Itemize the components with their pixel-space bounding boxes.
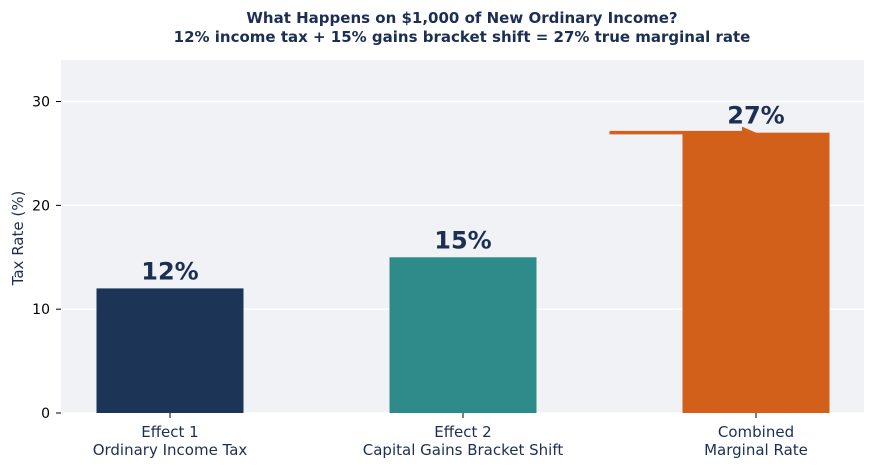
x-tick-label: Capital Gains Bracket Shift — [363, 441, 564, 459]
data-label: 12% — [141, 257, 198, 285]
annotation-arrow-head — [742, 126, 756, 139]
x-tick-label: Marginal Rate — [704, 441, 808, 459]
y-tick-label: 10 — [32, 302, 50, 318]
y-tick-label: 30 — [32, 95, 50, 111]
data-label: 15% — [434, 226, 491, 254]
x-tick-label: Effect 2 — [434, 423, 491, 441]
chart-title: What Happens on $1,000 of New Ordinary I… — [246, 9, 677, 27]
bar — [389, 257, 537, 413]
y-axis: 0 10 20 30 — [32, 95, 61, 422]
bars — [96, 132, 830, 414]
x-tick-label: Effect 1 — [141, 423, 198, 441]
data-labels: 12% 15% 27% — [141, 102, 784, 286]
x-tick-label: Combined — [718, 423, 794, 441]
data-label: 27% — [727, 102, 784, 130]
y-tick-label: 0 — [41, 406, 50, 422]
annotation — [609, 126, 756, 139]
bar — [96, 288, 244, 413]
y-tick-label: 20 — [32, 198, 50, 214]
bar — [682, 132, 830, 414]
x-tick-label: Ordinary Income Tax — [93, 441, 248, 459]
chart-subtitle: 12% income tax + 15% gains bracket shift… — [174, 28, 751, 46]
y-axis-label: Tax Rate (%) — [9, 191, 27, 287]
